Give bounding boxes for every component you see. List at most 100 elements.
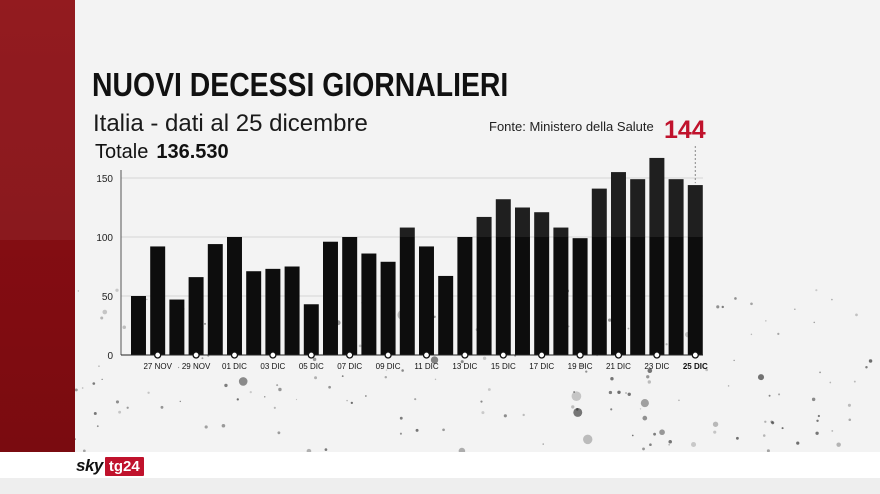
speckle bbox=[585, 370, 588, 373]
bar bbox=[265, 268, 281, 355]
speckle bbox=[75, 388, 78, 392]
speckle bbox=[542, 443, 544, 445]
speckle bbox=[659, 429, 665, 436]
bar-upper-shade bbox=[553, 227, 569, 237]
bar bbox=[515, 207, 530, 355]
speckle bbox=[236, 398, 239, 401]
bar-upper-shade bbox=[668, 179, 684, 237]
speckle bbox=[853, 380, 856, 383]
speckle bbox=[771, 421, 775, 425]
speckle bbox=[487, 388, 491, 391]
speckle bbox=[777, 332, 780, 335]
speckle bbox=[573, 407, 583, 417]
bar bbox=[534, 212, 550, 355]
total-deaths: Totale 136.530 bbox=[95, 141, 229, 164]
last-value-callout: 144 bbox=[664, 116, 706, 144]
x-tick-label: 29 NOV bbox=[182, 362, 211, 371]
speckle bbox=[847, 403, 851, 407]
bar bbox=[630, 179, 646, 355]
speckle bbox=[768, 394, 771, 397]
y-tick-label: 50 bbox=[102, 292, 114, 303]
x-tick-label: 09 DIC bbox=[376, 362, 401, 371]
speckle bbox=[750, 333, 753, 336]
speckle bbox=[177, 366, 180, 369]
speckle bbox=[762, 434, 766, 437]
bar bbox=[131, 296, 146, 355]
speckle bbox=[96, 425, 99, 428]
bar bbox=[611, 172, 626, 355]
speckle bbox=[831, 298, 833, 301]
speckle bbox=[93, 411, 97, 415]
speckle bbox=[481, 411, 485, 415]
speckle bbox=[102, 309, 108, 315]
speckle bbox=[341, 375, 344, 378]
bar bbox=[361, 253, 377, 355]
x-tick-marker bbox=[538, 351, 546, 359]
speckle bbox=[690, 441, 697, 448]
speckle bbox=[522, 413, 525, 417]
bar bbox=[188, 277, 204, 355]
speckle bbox=[278, 387, 282, 392]
speckle bbox=[77, 290, 80, 292]
speckle bbox=[794, 308, 796, 310]
speckle bbox=[727, 385, 730, 387]
bar bbox=[572, 238, 588, 355]
bar-upper-shade bbox=[515, 207, 530, 237]
speckle bbox=[482, 356, 487, 360]
speckle bbox=[346, 399, 348, 402]
x-tick-marker bbox=[576, 351, 584, 359]
speckle bbox=[817, 414, 820, 418]
speckle bbox=[385, 369, 388, 371]
speckle bbox=[92, 382, 96, 385]
bar bbox=[150, 246, 166, 355]
speckle bbox=[668, 439, 672, 444]
speckle bbox=[277, 431, 281, 435]
bar-upper-shade bbox=[649, 157, 665, 237]
speckle bbox=[399, 432, 402, 435]
bar-upper-shade bbox=[687, 185, 703, 237]
chart-title: NUOVI DECESSI GIORNALIERI bbox=[92, 66, 509, 103]
bar bbox=[399, 227, 415, 355]
background bbox=[0, 0, 880, 452]
bar bbox=[553, 227, 569, 355]
x-tick-marker bbox=[691, 351, 699, 359]
speckle bbox=[414, 398, 417, 401]
x-tick-marker bbox=[154, 351, 162, 359]
y-tick-label: 0 bbox=[107, 351, 113, 362]
bar-upper-shade bbox=[399, 227, 415, 237]
bar bbox=[380, 261, 396, 355]
speckle bbox=[712, 421, 719, 427]
speckle bbox=[179, 400, 181, 403]
speckle bbox=[328, 385, 331, 389]
bar bbox=[668, 179, 684, 355]
bar bbox=[169, 299, 185, 355]
speckle bbox=[627, 327, 630, 330]
speckle bbox=[811, 397, 816, 402]
speckle bbox=[583, 434, 593, 445]
bar bbox=[419, 246, 434, 355]
speckle bbox=[573, 391, 576, 393]
speckle bbox=[750, 302, 753, 306]
speckle bbox=[868, 359, 873, 363]
speckle bbox=[503, 414, 507, 418]
x-tick-label: 21 DIC bbox=[606, 362, 631, 371]
speckle bbox=[781, 427, 784, 430]
bar-upper-shade bbox=[534, 212, 550, 237]
speckle bbox=[647, 380, 651, 384]
x-tick-marker bbox=[230, 351, 239, 359]
bar-upper-shade bbox=[495, 199, 511, 237]
bar bbox=[323, 241, 338, 355]
speckle bbox=[721, 305, 724, 309]
speckle bbox=[829, 381, 832, 384]
speckle bbox=[480, 400, 483, 403]
speckle bbox=[273, 406, 276, 409]
speckle bbox=[249, 390, 252, 394]
bar-upper-shade bbox=[476, 216, 492, 237]
speckle bbox=[204, 322, 207, 325]
speckle bbox=[571, 391, 582, 402]
x-tick-label: 13 DIC bbox=[452, 362, 477, 371]
bar-upper-shade bbox=[630, 179, 646, 237]
speckle bbox=[98, 365, 100, 367]
speckle bbox=[264, 396, 266, 398]
y-tick-label: 100 bbox=[96, 233, 113, 244]
